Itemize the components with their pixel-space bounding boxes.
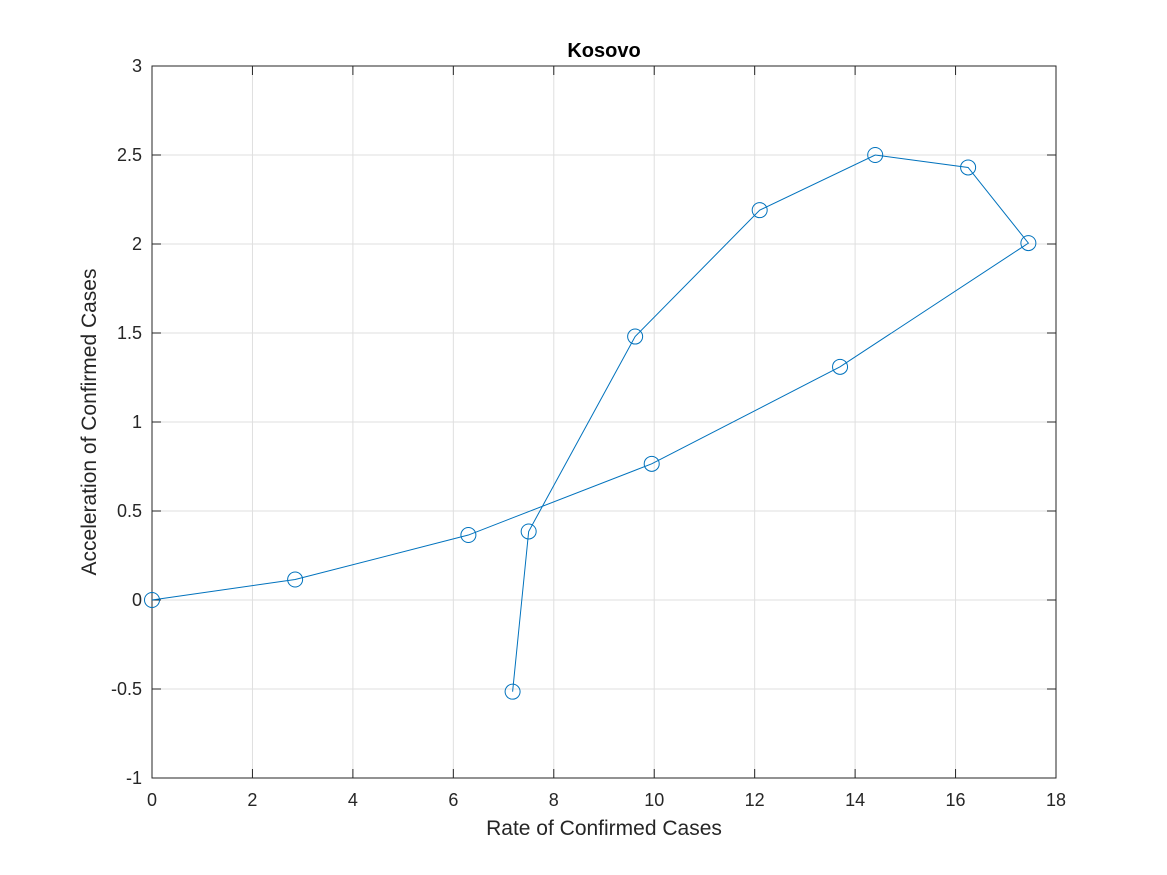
x-tick-label: 12	[745, 790, 765, 810]
y-tick-label: 1.5	[117, 323, 142, 343]
y-tick-label: 1	[132, 412, 142, 432]
x-tick-label: 18	[1046, 790, 1066, 810]
x-tick-label: 8	[549, 790, 559, 810]
chart-title: Kosovo	[567, 40, 640, 62]
x-tick-label: 4	[348, 790, 358, 810]
x-tick-label: 0	[147, 790, 157, 810]
data-point-marker	[960, 159, 977, 176]
y-tick-label: 2.5	[117, 145, 142, 165]
y-tick-label: -0.5	[111, 679, 142, 699]
y-axis-label: Acceleration of Confirmed Cases	[78, 269, 101, 576]
data-point-marker	[287, 571, 304, 588]
x-tick-label: 14	[845, 790, 865, 810]
y-tick-label: 3	[132, 56, 142, 76]
data-series	[144, 147, 1037, 700]
data-point-marker	[832, 358, 849, 375]
data-point-marker	[460, 527, 477, 544]
series-line	[151, 154, 1030, 692]
x-tick-label: 6	[448, 790, 458, 810]
data-point-marker	[867, 147, 884, 163]
y-tick-label: 2	[132, 234, 142, 254]
y-tick-label: 0	[132, 590, 142, 610]
data-point-marker	[627, 328, 644, 345]
y-tick-label: -1	[126, 768, 142, 788]
y-tick-label: 0.5	[117, 501, 142, 521]
data-point-marker	[643, 455, 660, 472]
tick-labels: 0 2 4 6 8 10 12 14 16 18 -1 -0.5 0 0.5 1 1.5 2 2.5 3	[111, 56, 1066, 810]
data-point-marker	[751, 202, 768, 219]
data-point-marker	[520, 523, 537, 540]
x-tick-label: 10	[644, 790, 664, 810]
x-axis-label: Rate of Confirmed Cases	[486, 817, 722, 840]
x-tick-label: 16	[946, 790, 966, 810]
data-point-marker	[144, 592, 160, 608]
data-point-marker	[504, 683, 521, 700]
data-point-marker	[1020, 235, 1037, 252]
axis-ticks	[151, 65, 1057, 779]
x-tick-label: 2	[247, 790, 257, 810]
